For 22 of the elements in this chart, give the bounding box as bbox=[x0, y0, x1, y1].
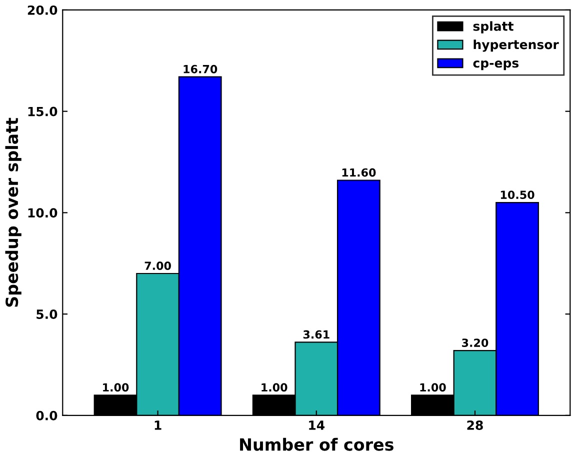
y-tick-label: 10.0 bbox=[28, 208, 58, 218]
x-tick-label: 1 bbox=[154, 420, 162, 430]
data-label: 16.70 bbox=[184, 64, 218, 74]
legend-label: cp-eps bbox=[473, 60, 519, 70]
data-label: 11.60 bbox=[342, 168, 376, 177]
y-tick-label: 15.0 bbox=[28, 106, 58, 116]
data-label: 10.50 bbox=[500, 190, 534, 200]
legend-label: hypertensor bbox=[474, 40, 559, 52]
data-label: 1.00 bbox=[420, 383, 446, 392]
data-label: 1.00 bbox=[103, 383, 129, 392]
y-axis-title: Speedup over splatt bbox=[5, 118, 22, 307]
y-tick-label: 5.0 bbox=[36, 310, 58, 319]
data-label: 1.00 bbox=[262, 383, 288, 392]
data-label: 3.61 bbox=[303, 330, 330, 339]
y-tick-label: 0.0 bbox=[36, 410, 58, 420]
x-tick-label: 14 bbox=[309, 420, 325, 430]
data-label: 3.20 bbox=[462, 338, 488, 347]
x-axis-title: Number of cores bbox=[240, 438, 394, 451]
y-tick-label: 20.0 bbox=[28, 5, 58, 15]
data-label: 7.00 bbox=[144, 262, 171, 270]
x-tick-label: 28 bbox=[467, 420, 483, 430]
legend-label: splatt bbox=[473, 21, 514, 34]
